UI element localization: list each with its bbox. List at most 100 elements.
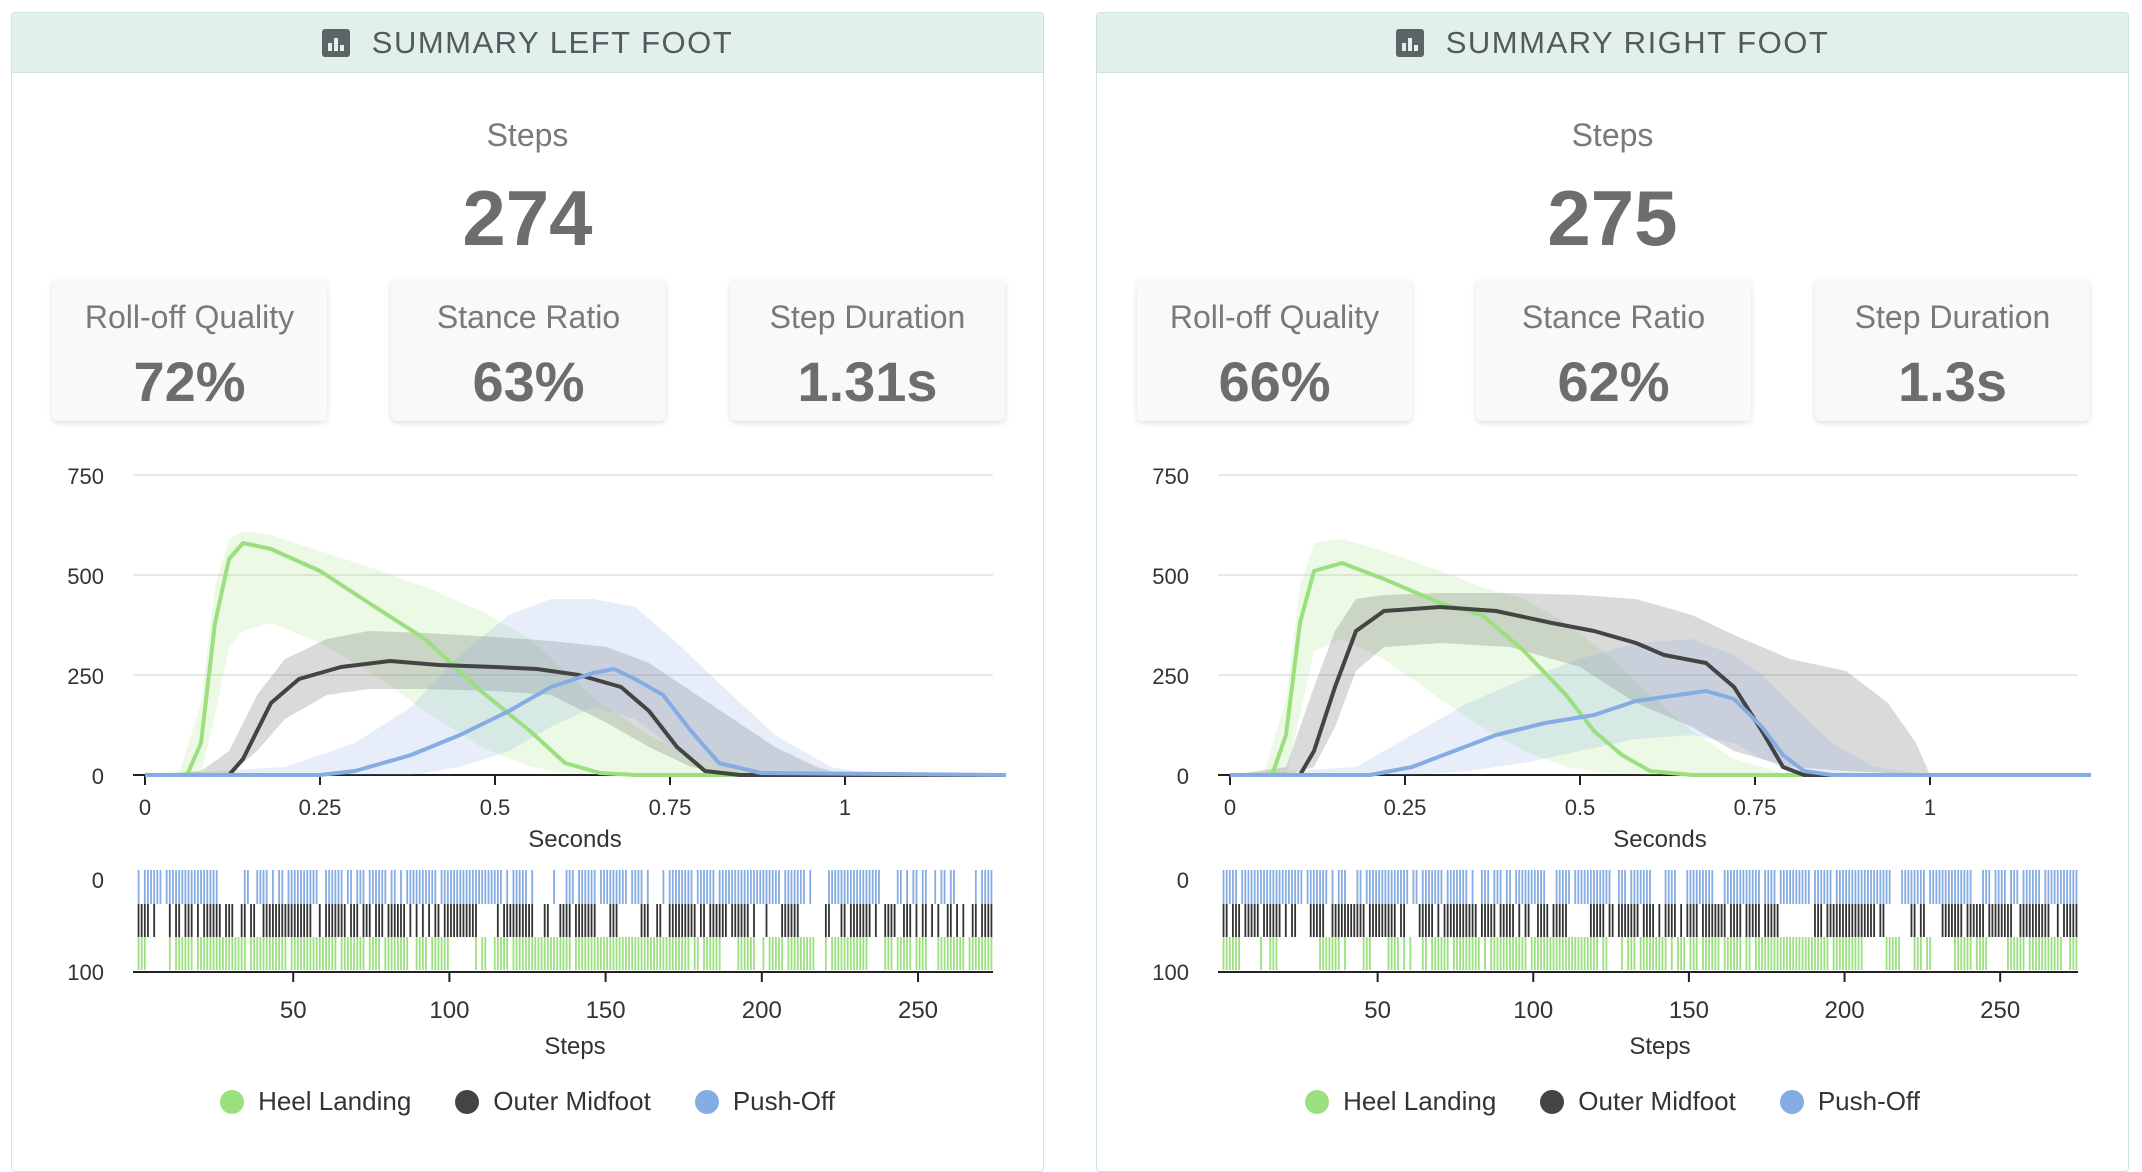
strip-x-tick-label: 250 [898,997,938,1024]
y-tick-label: 250 [67,664,104,689]
step-duration-card: Step Duration 1.31s [730,279,1005,421]
y-tick-label: 750 [67,464,104,489]
strip-x-tick-label: 100 [1513,997,1553,1024]
x-tick-label: 0.5 [480,795,511,820]
stat-label: Step Duration [769,299,966,335]
strip-x-axis-label: Steps [1629,1033,1690,1060]
confidence-band [145,631,1006,775]
panel-header: SUMMARY RIGHT FOOT [1097,13,2128,73]
legend-item-outer-midfoot[interactable]: Outer Midfoot [455,1086,651,1117]
legend-item-push-off[interactable]: Push-Off [694,1086,835,1117]
stat-label: Step Duration [1854,299,2051,335]
mean-line [145,541,1006,777]
x-axis-label: Seconds [1613,826,1706,853]
outer-midfoot-swatch [1540,1089,1565,1114]
x-tick-label: 0.75 [649,795,692,820]
heel-landing-swatch [1305,1089,1330,1114]
step-duration-card: Step Duration 1.3s [1815,279,2090,421]
roll-off-quality-card: Roll-off Quality 72% [52,279,327,421]
y-tick-label: 0 [92,764,104,789]
strip-y-tick-label: 0 [92,868,104,893]
stat-value: 63% [472,350,585,413]
mean-line [145,667,1007,777]
legend-item-push-off[interactable]: Push-Off [1779,1086,1920,1117]
x-tick-label: 0 [139,795,151,820]
pressure-chart-left: 0 250 500 750 0 0.25 0.5 0.75 1 Seconds 0 100 50 100 1… [67,464,1007,1060]
x-tick-label: 1 [839,795,851,820]
confidence-band [1230,639,2091,775]
stat-label: Roll-off Quality [1169,299,1380,335]
stat-value: 62% [1557,350,1670,413]
panel-title: SUMMARY RIGHT FOOT [1445,24,1830,60]
x-tick-label: 1 [1924,795,1936,820]
steps-label: Steps [1571,117,1654,153]
x-tick-label: 0.25 [299,795,342,820]
step-strips [1222,870,2078,970]
stat-label: Roll-off Quality [84,299,295,335]
stat-label: Stance Ratio [1521,299,1706,335]
strip-x-axis-label: Steps [544,1033,605,1060]
y-tick-label: 500 [67,564,104,589]
stat-value: 66% [1218,350,1331,413]
x-axis-label: Seconds [528,826,621,853]
panel-header: SUMMARY LEFT FOOT [12,13,1043,73]
strip-x-tick-label: 100 [429,997,469,1024]
outer-midfoot-swatch [455,1089,480,1114]
x-tick-label: 0 [1224,795,1236,820]
mean-line [1230,605,2091,777]
x-tick-label: 0.5 [1565,795,1596,820]
panel-title: SUMMARY LEFT FOOT [371,24,734,60]
strip-x-tick-label: 150 [586,997,626,1024]
bar-chart-icon [1395,28,1424,57]
strip-x-tick-label: 200 [1825,997,1865,1024]
roll-off-quality-card: Roll-off Quality 66% [1137,279,1412,421]
y-tick-label: 500 [1152,564,1189,589]
mean-line [1230,689,2091,777]
step-strips [137,870,993,970]
legend-label: Heel Landing [258,1086,412,1116]
legend: Heel Landing Outer Midfoot Push-Off [1097,1086,2128,1117]
push-off-swatch [1779,1089,1804,1114]
legend-item-outer-midfoot[interactable]: Outer Midfoot [1540,1086,1736,1117]
confidence-band [1230,593,2091,775]
legend-item-heel-landing[interactable]: Heel Landing [220,1086,411,1117]
strip-x-tick-label: 50 [280,997,307,1024]
legend-label: Outer Midfoot [493,1086,651,1116]
strip-y-tick-label: 0 [1177,868,1189,893]
y-tick-label: 250 [1152,664,1189,689]
steps-label: Steps [486,117,569,153]
summary-right-foot-panel: SUMMARY RIGHT FOOT Steps 275 Roll-off Qu… [1096,12,2129,1172]
steps-count: 274 [462,174,593,262]
legend-label: Heel Landing [1343,1086,1497,1116]
stat-value: 72% [133,350,246,413]
x-tick-label: 0.75 [1734,795,1777,820]
legend-label: Outer Midfoot [1578,1086,1736,1116]
y-tick-label: 0 [1177,764,1189,789]
strip-x-tick-label: 150 [1669,997,1709,1024]
stat-label: Stance Ratio [436,299,621,335]
strip-x-tick-label: 50 [1364,997,1391,1024]
confidence-band [145,531,1006,775]
strip-x-tick-label: 200 [742,997,782,1024]
strip-y-tick-label: 100 [67,960,104,985]
steps-count: 275 [1547,174,1678,262]
legend-label: Push-Off [732,1086,835,1116]
stat-value: 1.3s [1898,350,2007,413]
legend-item-heel-landing[interactable]: Heel Landing [1305,1086,1496,1117]
legend: Heel Landing Outer Midfoot Push-Off [12,1086,1043,1117]
x-tick-label: 0.25 [1384,795,1427,820]
stance-ratio-card: Stance Ratio 62% [1476,279,1751,421]
bar-chart-icon [321,28,350,57]
strip-y-tick-label: 100 [1152,960,1189,985]
stance-ratio-card: Stance Ratio 63% [391,279,666,421]
push-off-swatch [694,1089,719,1114]
legend-label: Push-Off [1817,1086,1920,1116]
y-tick-label: 750 [1152,464,1189,489]
mean-line [145,659,1006,777]
pressure-chart-right: 0 250 500 750 0 0.25 0.5 0.75 1 Seconds 0 100 50 100 1… [1152,464,2091,1060]
confidence-band [145,599,1006,775]
heel-landing-swatch [220,1089,245,1114]
stat-value: 1.31s [797,350,938,413]
confidence-band [1230,539,2091,775]
strip-x-tick-label: 250 [1980,997,2020,1024]
